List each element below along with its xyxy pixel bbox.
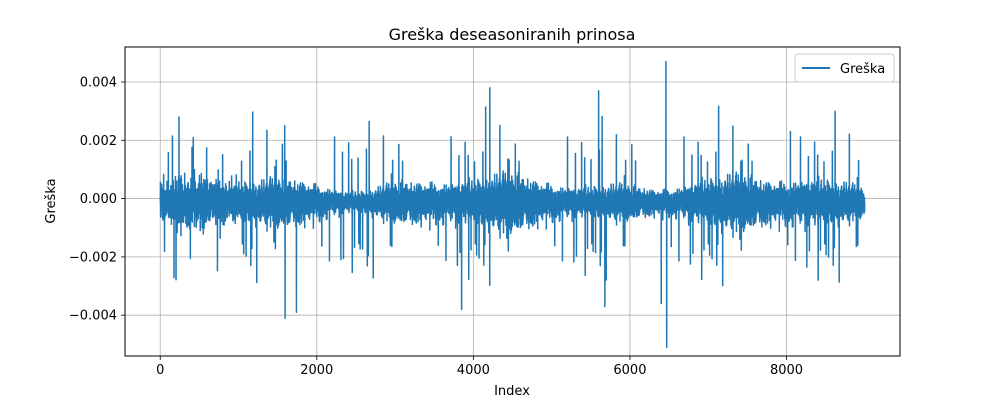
x-axis-label: Index: [494, 384, 530, 399]
series-line-greska: [159, 60, 866, 348]
x-tick-label: 2000: [300, 363, 333, 378]
axes-frame: [124, 46, 901, 357]
y-tick-label: 0.002: [80, 134, 117, 149]
y-tick-label: 0.000: [80, 192, 117, 207]
x-tick-label: 6000: [613, 363, 646, 378]
y-tick-label: 0.004: [80, 75, 117, 90]
y-axis-label: Greška: [44, 178, 59, 223]
y-ticks: −0.004 −0.002 0.000 0.002 0.004: [69, 75, 125, 324]
x-tick-label: 8000: [770, 363, 803, 378]
x-tick-label: 0: [156, 363, 164, 378]
chart-title: Greška deseasoniranih prinosa: [389, 25, 636, 44]
y-tick-label: −0.002: [69, 250, 117, 265]
legend-box: [794, 53, 895, 83]
legend-label: Greška: [840, 62, 885, 77]
x-tick-label: 4000: [457, 363, 490, 378]
y-tick-label: −0.004: [69, 309, 117, 324]
legend: Greška: [794, 53, 895, 83]
series-group: [159, 60, 866, 348]
x-ticks: 0 2000 4000 6000 8000: [156, 356, 803, 378]
